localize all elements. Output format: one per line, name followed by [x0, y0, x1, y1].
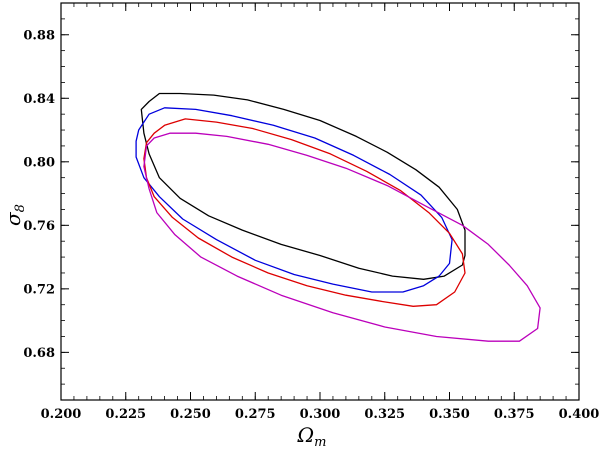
x-axis-title: Ωm — [297, 423, 327, 449]
y-tick-label: 0.72 — [23, 282, 55, 297]
y-tick-labels: 0.68 0.72 0.76 0.80 0.84 0.88 — [23, 28, 55, 361]
x-tick-label: 0.250 — [170, 407, 211, 422]
y-tick-label: 0.84 — [23, 92, 55, 107]
contour-series — [135, 92, 541, 342]
tick-marks — [60, 2, 580, 401]
x-tick-label: 0.375 — [494, 407, 535, 422]
contour-0 — [140, 92, 466, 280]
x-tick-label: 0.350 — [429, 407, 470, 422]
y-tick-label: 0.68 — [23, 346, 55, 361]
x-tick-label: 0.400 — [559, 407, 600, 422]
y-tick-label: 0.80 — [23, 155, 55, 170]
contour-1 — [135, 107, 453, 293]
x-tick-labels: 0.200 0.225 0.250 0.275 0.300 0.325 0.350 0.375… — [41, 407, 600, 422]
y-axis-title: σ8 — [1, 204, 28, 226]
y-tick-label: 0.76 — [23, 219, 55, 234]
y-tick-label: 0.88 — [23, 28, 55, 43]
x-tick-label: 0.225 — [105, 407, 146, 422]
x-tick-label: 0.325 — [364, 407, 405, 422]
x-tick-label: 0.275 — [235, 407, 276, 422]
plot-frame — [60, 2, 580, 401]
x-tick-label: 0.200 — [41, 407, 82, 422]
contour-3 — [143, 132, 541, 342]
x-tick-label: 0.300 — [300, 407, 341, 422]
contour-2 — [143, 118, 466, 307]
